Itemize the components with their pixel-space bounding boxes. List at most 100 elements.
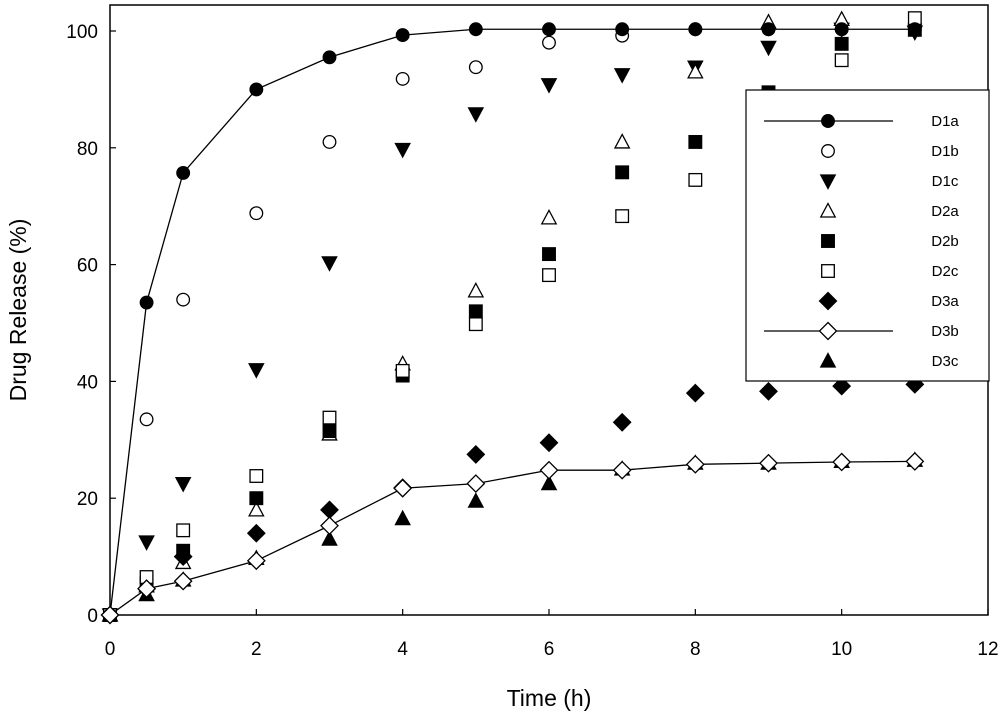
data-point-D1c bbox=[321, 256, 338, 272]
data-point-D2a bbox=[467, 281, 485, 298]
data-point-D2c bbox=[322, 410, 337, 425]
data-point-D1a bbox=[249, 82, 264, 97]
data-point-D2c bbox=[834, 53, 849, 68]
data-point-D1a bbox=[322, 50, 337, 65]
data-point-D1a bbox=[615, 22, 630, 37]
legend: D1a D1b D1c D2a D2b D2c D3a D3b D3c bbox=[745, 89, 990, 382]
series-D3c bbox=[101, 451, 924, 622]
data-point-D3b bbox=[759, 453, 778, 473]
data-point-D1a bbox=[542, 22, 556, 37]
data-point-D1a bbox=[468, 22, 483, 37]
data-point-D3a bbox=[320, 500, 339, 520]
data-point-D2b bbox=[834, 36, 849, 51]
data-point-D3c bbox=[467, 492, 485, 508]
legend-marker-D2a bbox=[819, 202, 837, 218]
data-point-D2a bbox=[540, 208, 558, 225]
data-point-D3a bbox=[173, 547, 193, 567]
x-tick-label: 6 bbox=[544, 639, 555, 660]
legend-label-D3b: D3b bbox=[931, 323, 959, 340]
data-point-D1a bbox=[139, 295, 154, 310]
legend-marker-D1b bbox=[821, 144, 835, 158]
data-point-D2b bbox=[322, 424, 337, 438]
data-point-D2c bbox=[468, 317, 483, 332]
data-point-D1c bbox=[540, 78, 558, 94]
y-tick-label: 20 bbox=[77, 489, 98, 510]
x-axis-title: Time (h) bbox=[507, 685, 592, 711]
data-point-D2a bbox=[613, 133, 631, 149]
x-tick-label: 2 bbox=[251, 639, 262, 660]
data-point-D2b bbox=[249, 491, 264, 506]
data-point-D3b bbox=[612, 460, 632, 480]
legend-label-D2b: D2b bbox=[931, 233, 959, 250]
data-point-D2c bbox=[615, 209, 630, 224]
y-axis-title: Drug Release (%) bbox=[5, 219, 31, 402]
data-point-D3b bbox=[100, 605, 120, 625]
data-point-D3b bbox=[466, 474, 486, 494]
series-D3a bbox=[100, 374, 925, 625]
data-point-D3a bbox=[832, 376, 852, 396]
data-point-D1b bbox=[468, 60, 483, 75]
y-tick-label: 0 bbox=[87, 606, 98, 627]
data-point-D3a bbox=[759, 381, 778, 401]
legend-marker-D3b bbox=[818, 321, 838, 341]
data-point-D3c bbox=[540, 474, 558, 491]
data-point-D3b bbox=[246, 551, 266, 571]
data-point-D3b bbox=[137, 579, 157, 599]
data-point-D1b bbox=[322, 135, 337, 149]
legend-label-D1b: D1b bbox=[931, 143, 959, 160]
legend-label-D1a: D1a bbox=[931, 113, 959, 130]
data-point-D3a bbox=[612, 412, 632, 432]
data-series bbox=[100, 10, 925, 625]
data-point-D1b bbox=[249, 206, 264, 221]
data-point-D1a bbox=[395, 28, 410, 43]
legend-marker-D2b bbox=[821, 234, 835, 248]
y-tick-labels: 0 20 40 60 80 100 bbox=[66, 22, 98, 627]
legend-label-D2c: D2c bbox=[932, 263, 959, 280]
y-tick-label: 100 bbox=[66, 22, 98, 43]
x-tick-label: 12 bbox=[977, 639, 998, 660]
data-point-D1b bbox=[542, 35, 556, 50]
data-point-D1a bbox=[176, 165, 191, 180]
data-point-D2a bbox=[248, 500, 265, 517]
legend-label-D3c: D3c bbox=[932, 353, 959, 370]
y-tick-label: 60 bbox=[77, 256, 98, 277]
tick-marks bbox=[109, 30, 989, 616]
data-point-D2c bbox=[688, 172, 703, 187]
data-point-D1c bbox=[138, 535, 155, 551]
legend-marker-D3a bbox=[818, 291, 838, 311]
data-point-D3a bbox=[685, 383, 705, 403]
data-point-D1c bbox=[760, 40, 777, 57]
data-point-D2c bbox=[249, 469, 264, 483]
data-point-D1c bbox=[248, 363, 265, 379]
x-tick-labels: 0 2 4 6 8 10 12 bbox=[105, 639, 999, 660]
data-point-D2b bbox=[468, 304, 483, 319]
legend-marker-D2c bbox=[821, 264, 835, 278]
data-point-D1a bbox=[688, 22, 703, 37]
data-point-D3b bbox=[173, 571, 193, 591]
y-tick-label: 80 bbox=[77, 139, 98, 160]
data-point-D1c bbox=[394, 142, 411, 159]
legend-label-D2a: D2a bbox=[931, 203, 959, 220]
x-tick-label: 8 bbox=[690, 639, 701, 660]
data-point-D2c bbox=[176, 523, 191, 538]
x-tick-label: 4 bbox=[397, 639, 408, 660]
data-point-D1b bbox=[176, 292, 191, 307]
legend-label-D3a: D3a bbox=[931, 293, 959, 310]
data-point-D1a bbox=[907, 22, 922, 37]
data-point-D2b bbox=[542, 247, 556, 262]
data-point-D3a bbox=[466, 444, 486, 464]
legend-box bbox=[745, 89, 990, 382]
data-point-D2c bbox=[395, 363, 410, 378]
legend-marker-D1c bbox=[819, 174, 837, 190]
data-point-D1b bbox=[139, 412, 154, 427]
data-point-D3b bbox=[539, 460, 559, 480]
y-tick-label: 40 bbox=[77, 372, 98, 393]
data-point-D3b bbox=[685, 454, 705, 474]
data-point-D3b bbox=[832, 452, 852, 472]
data-point-D1c bbox=[613, 68, 631, 84]
series-D3b bbox=[100, 451, 925, 625]
legend-label-D1c: D1c bbox=[932, 173, 959, 190]
data-point-D1c bbox=[467, 107, 485, 123]
data-point-D1a bbox=[761, 22, 776, 37]
